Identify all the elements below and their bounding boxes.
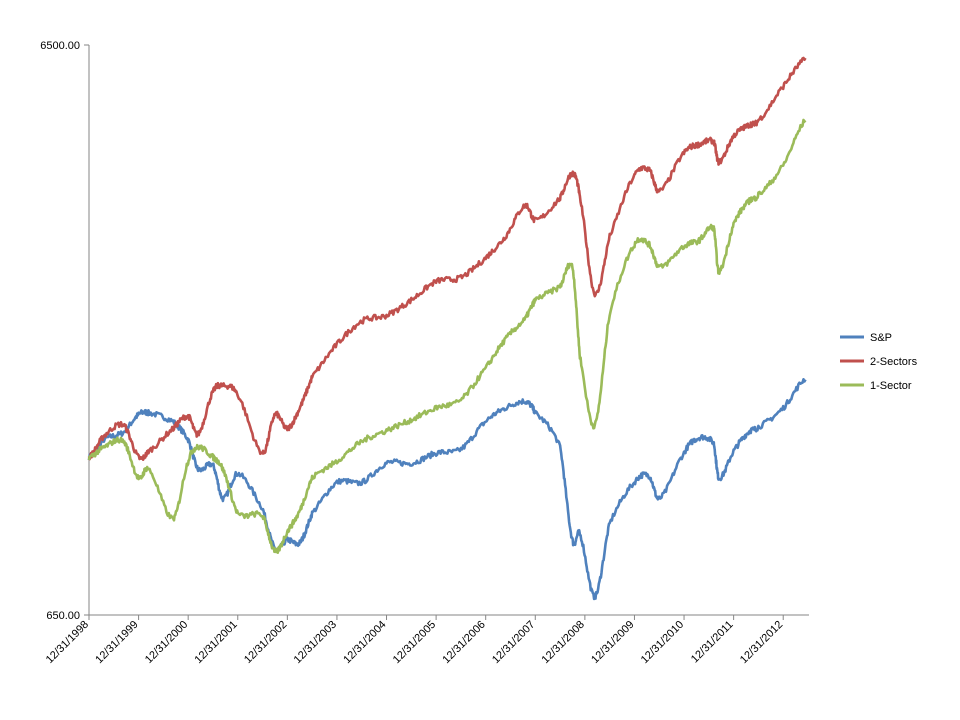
x-tick-label: 12/31/2002 [242, 619, 289, 666]
legend-label: S&P [870, 332, 892, 344]
x-tick-label: 12/31/2010 [639, 619, 686, 666]
x-tick-label: 12/31/2007 [490, 619, 537, 666]
x-tick-label: 12/31/2011 [689, 619, 736, 666]
axes [88, 45, 809, 616]
legend-label: 2-Sectors [870, 356, 918, 368]
x-tick-label: 12/31/2006 [440, 619, 487, 666]
legend-label: 1-Sector [870, 380, 912, 392]
series-lines [87, 56, 807, 601]
x-axis-ticks: 12/31/1998 12/31/1999 12/31/2000 12/31/2001… [44, 615, 785, 666]
legend: S&P 2-Sectors 1-Sector [840, 332, 918, 392]
x-tick-label: 12/31/2000 [143, 619, 190, 666]
x-tick-label: 12/31/2005 [391, 619, 438, 666]
x-tick-label: 12/31/1999 [93, 619, 140, 666]
x-tick-label: 12/31/2009 [589, 619, 636, 666]
series-line-s-p [87, 378, 807, 601]
x-tick-label: 12/31/2008 [540, 619, 587, 666]
y-tick-label: 650.00 [46, 610, 80, 622]
y-axis-ticks: 6500.00 650.00 [40, 40, 89, 622]
y-tick-label: 6500.00 [40, 40, 80, 52]
series-line-1-sector [87, 118, 807, 554]
x-tick-label: 12/31/2012 [738, 619, 785, 666]
series-line-2-sectors [87, 56, 807, 461]
x-tick-label: 12/31/1998 [44, 619, 91, 666]
x-tick-label: 12/31/2003 [292, 619, 339, 666]
x-tick-label: 12/31/2001 [192, 619, 239, 666]
x-tick-label: 12/31/2004 [341, 619, 388, 666]
